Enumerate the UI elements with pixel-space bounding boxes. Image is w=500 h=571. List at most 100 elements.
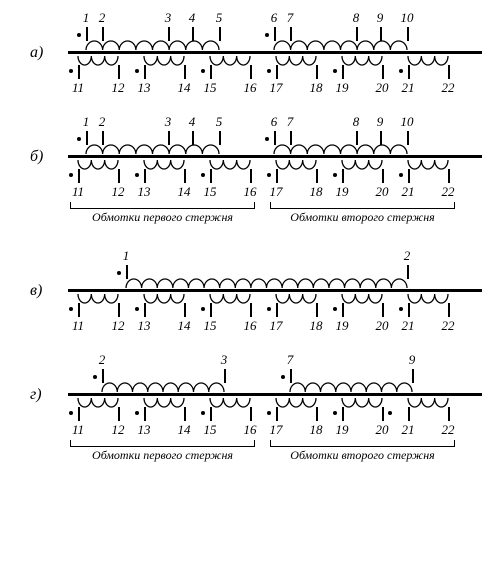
core-bar [68, 393, 482, 396]
brace [270, 438, 455, 447]
core-bar [68, 155, 482, 158]
terminal-lead [250, 169, 252, 183]
terminal-number: 11 [72, 184, 84, 200]
brace [270, 200, 455, 209]
terminal-lead [210, 65, 212, 79]
terminal-number: 7 [287, 10, 294, 26]
terminal-number: 4 [189, 114, 196, 130]
terminal-number: 21 [402, 318, 415, 334]
secondary-row: 111213141516171819202122 [10, 56, 490, 96]
terminal-number: 14 [178, 80, 191, 96]
terminal-number: 17 [270, 184, 283, 200]
terminal-number: 22 [442, 184, 455, 200]
terminal-number: 3 [165, 10, 172, 26]
primary-row: 12345678910 [10, 10, 490, 50]
terminal-lead [144, 303, 146, 317]
panel-b: 12345678910б)111213141516171819202122Обм… [10, 114, 490, 230]
terminal-number: 18 [310, 184, 323, 200]
polarity-dot [201, 173, 205, 177]
polarity-dot [399, 69, 403, 73]
terminal-number: 16 [244, 318, 257, 334]
brace-label: Обмотки первого стержня [92, 448, 233, 463]
polarity-dot [135, 307, 139, 311]
terminal-lead [184, 169, 186, 183]
core-bar [68, 51, 482, 54]
terminal-lead [78, 65, 80, 79]
polarity-dot [201, 69, 205, 73]
polarity-dot [333, 307, 337, 311]
primary-row: 12 [10, 248, 490, 288]
panel-v: 12в)111213141516171819202122 [10, 248, 490, 334]
core-bar [68, 289, 482, 292]
polarity-dot [201, 411, 205, 415]
terminal-number: 4 [189, 10, 196, 26]
terminal-number: 13 [138, 318, 151, 334]
terminal-lead [118, 169, 120, 183]
polarity-dot [399, 307, 403, 311]
polarity-dot [265, 33, 269, 37]
terminal-number: 14 [178, 422, 191, 438]
polarity-dot [333, 173, 337, 177]
terminal-number: 13 [138, 184, 151, 200]
terminal-number: 9 [377, 114, 384, 130]
terminal-number: 13 [138, 422, 151, 438]
terminal-lead [219, 27, 221, 41]
terminal-lead [78, 407, 80, 421]
terminal-lead [78, 169, 80, 183]
polarity-dot [69, 173, 73, 177]
terminal-lead [210, 169, 212, 183]
polarity-dot [267, 307, 271, 311]
primary-row: 12345678910 [10, 114, 490, 154]
terminal-number: 21 [402, 80, 415, 96]
terminal-lead [342, 169, 344, 183]
polarity-dot [267, 173, 271, 177]
terminal-number: 2 [99, 352, 106, 368]
terminal-lead [276, 65, 278, 79]
terminal-number: 14 [178, 318, 191, 334]
terminal-lead [168, 27, 170, 41]
brace-label: Обмотки второго стержня [290, 448, 434, 463]
polarity-dot [135, 173, 139, 177]
terminal-number: 12 [112, 422, 125, 438]
terminal-lead [144, 169, 146, 183]
terminal-number: 2 [99, 114, 106, 130]
terminal-lead [118, 303, 120, 317]
terminal-lead [382, 407, 384, 421]
terminal-lead [356, 27, 358, 41]
brace [70, 200, 255, 209]
terminal-lead [192, 27, 194, 41]
terminal-number: 11 [72, 318, 84, 334]
polarity-dot [388, 411, 392, 415]
polarity-dot [69, 307, 73, 311]
terminal-number: 13 [138, 80, 151, 96]
terminal-lead [250, 65, 252, 79]
terminal-lead [408, 303, 410, 317]
polarity-dot [281, 375, 285, 379]
secondary-row: 111213141516171819202122 [10, 294, 490, 334]
terminal-lead [102, 131, 104, 145]
terminal-lead [126, 265, 128, 279]
terminal-number: 3 [165, 114, 172, 130]
terminal-lead [342, 303, 344, 317]
terminal-number: 7 [287, 352, 294, 368]
polarity-dot [117, 271, 121, 275]
terminal-number: 11 [72, 422, 84, 438]
terminal-lead [407, 131, 409, 145]
terminal-lead [316, 407, 318, 421]
terminal-number: 15 [204, 318, 217, 334]
terminal-number: 22 [442, 422, 455, 438]
terminal-number: 6 [271, 114, 278, 130]
terminal-number: 17 [270, 318, 283, 334]
polarity-dot [135, 69, 139, 73]
polarity-dot [333, 411, 337, 415]
terminal-number: 3 [221, 352, 228, 368]
brace-group: Обмотки первого стержняОбмотки второго с… [10, 200, 490, 230]
terminal-number: 20 [376, 422, 389, 438]
terminal-lead [276, 303, 278, 317]
terminal-number: 10 [401, 10, 414, 26]
transformer-winding-diagrams: 12345678910а)111213141516171819202122123… [10, 10, 490, 468]
terminal-lead [356, 131, 358, 145]
brace-label: Обмотки первого стержня [92, 210, 233, 225]
brace [70, 438, 255, 447]
terminal-number: 12 [112, 318, 125, 334]
